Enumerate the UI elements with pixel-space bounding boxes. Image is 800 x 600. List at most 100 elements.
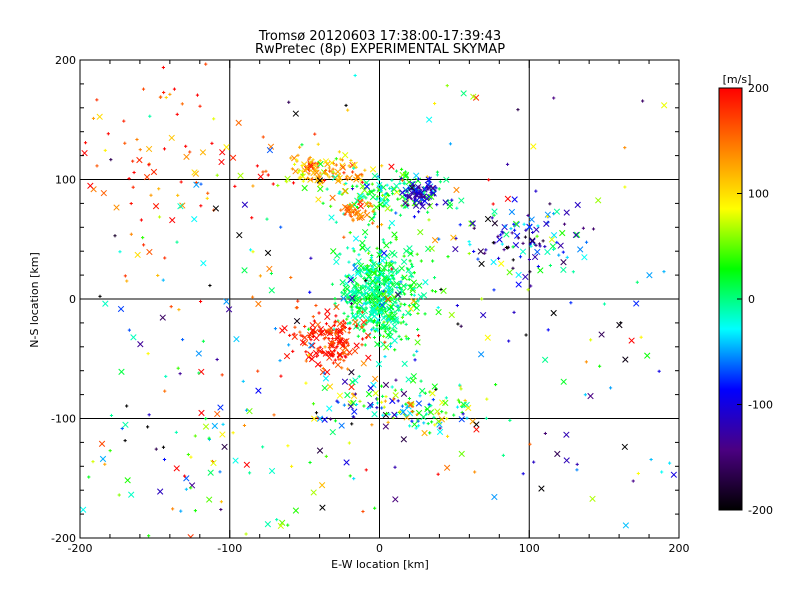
x-tick-label: 0 bbox=[376, 542, 383, 555]
data-point-plus bbox=[364, 281, 369, 285]
data-point-plus bbox=[430, 420, 434, 424]
data-point-plus bbox=[390, 385, 394, 389]
colorbar-tick-label: -100 bbox=[748, 399, 773, 412]
data-point-plus bbox=[171, 507, 175, 511]
data-point-x bbox=[411, 421, 418, 428]
data-point-plus bbox=[403, 302, 407, 307]
data-point-plus bbox=[342, 288, 346, 292]
data-point-plus bbox=[461, 404, 465, 408]
data-point-x bbox=[392, 496, 399, 503]
data-point-plus bbox=[383, 354, 387, 359]
data-point-x bbox=[385, 313, 393, 320]
data-point-plus bbox=[407, 186, 411, 190]
data-point-plus bbox=[321, 201, 325, 205]
data-point-plus bbox=[506, 246, 510, 250]
data-point-plus bbox=[197, 371, 201, 375]
data-point-plus bbox=[370, 319, 374, 323]
data-point-plus bbox=[403, 194, 408, 198]
data-point-plus bbox=[407, 277, 411, 282]
data-point-plus bbox=[562, 222, 567, 226]
data-point-plus bbox=[380, 164, 384, 168]
data-point-plus bbox=[207, 436, 211, 440]
data-point-x bbox=[310, 489, 317, 496]
data-point-plus bbox=[584, 360, 588, 364]
data-point-x bbox=[311, 415, 318, 422]
data-point-plus bbox=[318, 171, 322, 175]
data-point-plus bbox=[396, 197, 400, 201]
data-point-x bbox=[195, 350, 202, 357]
data-point-plus bbox=[347, 330, 351, 335]
data-point-x bbox=[324, 308, 331, 315]
data-point-x bbox=[399, 189, 406, 196]
data-point-plus bbox=[379, 310, 383, 314]
data-point-plus bbox=[426, 421, 430, 426]
data-point-plus bbox=[394, 211, 398, 215]
data-point-x bbox=[477, 351, 485, 358]
data-point-plus bbox=[427, 402, 431, 406]
data-point-plus bbox=[251, 184, 255, 188]
data-point-plus bbox=[333, 297, 337, 301]
data-point-plus bbox=[416, 299, 420, 303]
data-point-plus bbox=[437, 412, 441, 416]
data-point-plus bbox=[394, 169, 399, 173]
data-point-plus bbox=[365, 301, 369, 305]
data-point-x bbox=[291, 333, 298, 340]
data-point-plus bbox=[372, 318, 377, 322]
data-point-plus bbox=[368, 258, 373, 262]
data-point-plus bbox=[396, 399, 400, 403]
data-point-x bbox=[266, 265, 273, 273]
data-point-plus bbox=[342, 403, 346, 407]
data-point-plus bbox=[330, 330, 334, 335]
data-point-x bbox=[633, 300, 640, 307]
data-point-x bbox=[335, 177, 342, 184]
data-point-plus bbox=[147, 534, 151, 538]
data-point-x bbox=[550, 309, 557, 317]
data-point-plus bbox=[324, 335, 328, 340]
data-point-x bbox=[515, 271, 522, 279]
data-point-x bbox=[212, 205, 220, 212]
data-point-plus bbox=[298, 330, 302, 334]
data-point-plus bbox=[346, 108, 350, 112]
data-point-plus bbox=[364, 468, 368, 472]
data-point-x bbox=[415, 190, 422, 197]
data-point-x bbox=[506, 269, 513, 276]
data-point-x bbox=[373, 285, 380, 293]
data-point-x bbox=[473, 421, 480, 428]
data-point-x bbox=[146, 248, 153, 256]
data-point-plus bbox=[381, 323, 385, 327]
data-point-plus bbox=[597, 364, 602, 368]
data-point-x bbox=[314, 321, 322, 328]
data-point-x bbox=[504, 195, 512, 202]
data-point-x bbox=[371, 375, 379, 383]
data-point-x bbox=[384, 205, 391, 212]
data-point-plus bbox=[345, 317, 349, 321]
data-point-plus bbox=[409, 251, 413, 256]
data-point-plus bbox=[355, 184, 359, 188]
data-point-plus bbox=[439, 287, 443, 292]
data-point-plus bbox=[418, 394, 422, 398]
data-point-x bbox=[373, 204, 380, 211]
data-point-plus bbox=[399, 167, 404, 171]
data-point-plus bbox=[450, 198, 454, 202]
data-point-plus bbox=[360, 343, 364, 347]
data-point-x bbox=[354, 313, 362, 320]
data-point-x bbox=[339, 162, 346, 169]
data-point-x bbox=[417, 293, 424, 300]
data-point-x bbox=[339, 279, 346, 286]
data-point-plus bbox=[335, 345, 339, 349]
data-point-plus bbox=[405, 337, 409, 341]
data-point-plus bbox=[548, 202, 552, 206]
data-point-plus bbox=[123, 141, 127, 145]
data-point-x bbox=[326, 383, 334, 390]
data-point-plus bbox=[324, 172, 328, 176]
data-point-x bbox=[369, 166, 377, 173]
data-point-plus bbox=[432, 415, 436, 419]
data-point-plus bbox=[364, 306, 368, 310]
data-point-x bbox=[233, 335, 240, 343]
data-point-plus bbox=[639, 335, 643, 339]
data-point-plus bbox=[370, 306, 374, 310]
data-point-plus bbox=[355, 216, 359, 220]
data-point-plus bbox=[412, 293, 416, 297]
data-point-plus bbox=[419, 192, 423, 197]
data-point-x bbox=[380, 314, 387, 322]
